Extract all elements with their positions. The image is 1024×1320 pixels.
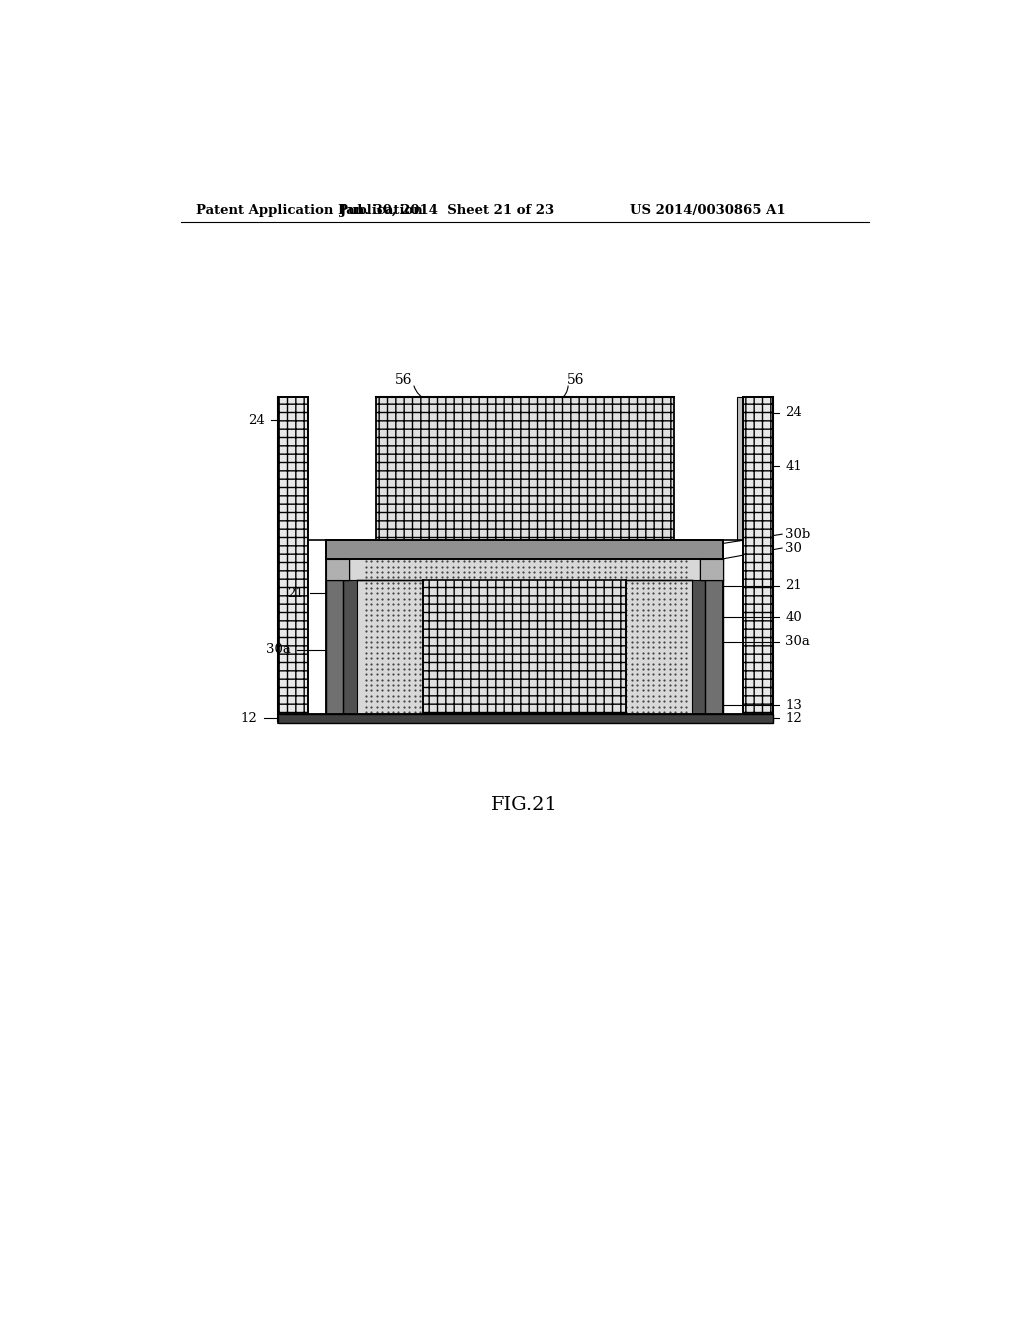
- Bar: [278, 714, 773, 723]
- Bar: [326, 558, 723, 717]
- Text: 30b: 30b: [785, 528, 810, 541]
- Text: 12: 12: [241, 711, 257, 725]
- Text: US 2014/0030865 A1: US 2014/0030865 A1: [630, 205, 785, 218]
- Bar: [692, 581, 706, 717]
- Text: 21: 21: [287, 587, 304, 601]
- Text: 24: 24: [249, 413, 265, 426]
- Bar: [700, 558, 723, 717]
- Text: 40: 40: [785, 611, 802, 624]
- Bar: [700, 558, 723, 581]
- Text: 30a: 30a: [266, 643, 291, 656]
- Text: FIG.21: FIG.21: [492, 796, 558, 814]
- Bar: [326, 558, 349, 581]
- Bar: [737, 397, 742, 540]
- Text: 41: 41: [785, 459, 802, 473]
- Bar: [278, 397, 308, 721]
- Bar: [742, 397, 773, 721]
- Text: 30a: 30a: [785, 635, 810, 648]
- Text: 24: 24: [785, 407, 802, 418]
- Bar: [376, 397, 675, 540]
- Bar: [326, 540, 723, 558]
- Text: Jan. 30, 2014  Sheet 21 of 23: Jan. 30, 2014 Sheet 21 of 23: [340, 205, 554, 218]
- Bar: [326, 558, 349, 717]
- Text: 30: 30: [785, 541, 802, 554]
- Text: 56: 56: [566, 374, 584, 387]
- Text: 56: 56: [394, 374, 412, 387]
- Bar: [343, 581, 356, 717]
- Text: 21: 21: [785, 579, 802, 593]
- Text: 13: 13: [785, 698, 802, 711]
- Bar: [423, 581, 627, 713]
- Text: 12: 12: [785, 711, 802, 725]
- Text: Patent Application Publication: Patent Application Publication: [197, 205, 423, 218]
